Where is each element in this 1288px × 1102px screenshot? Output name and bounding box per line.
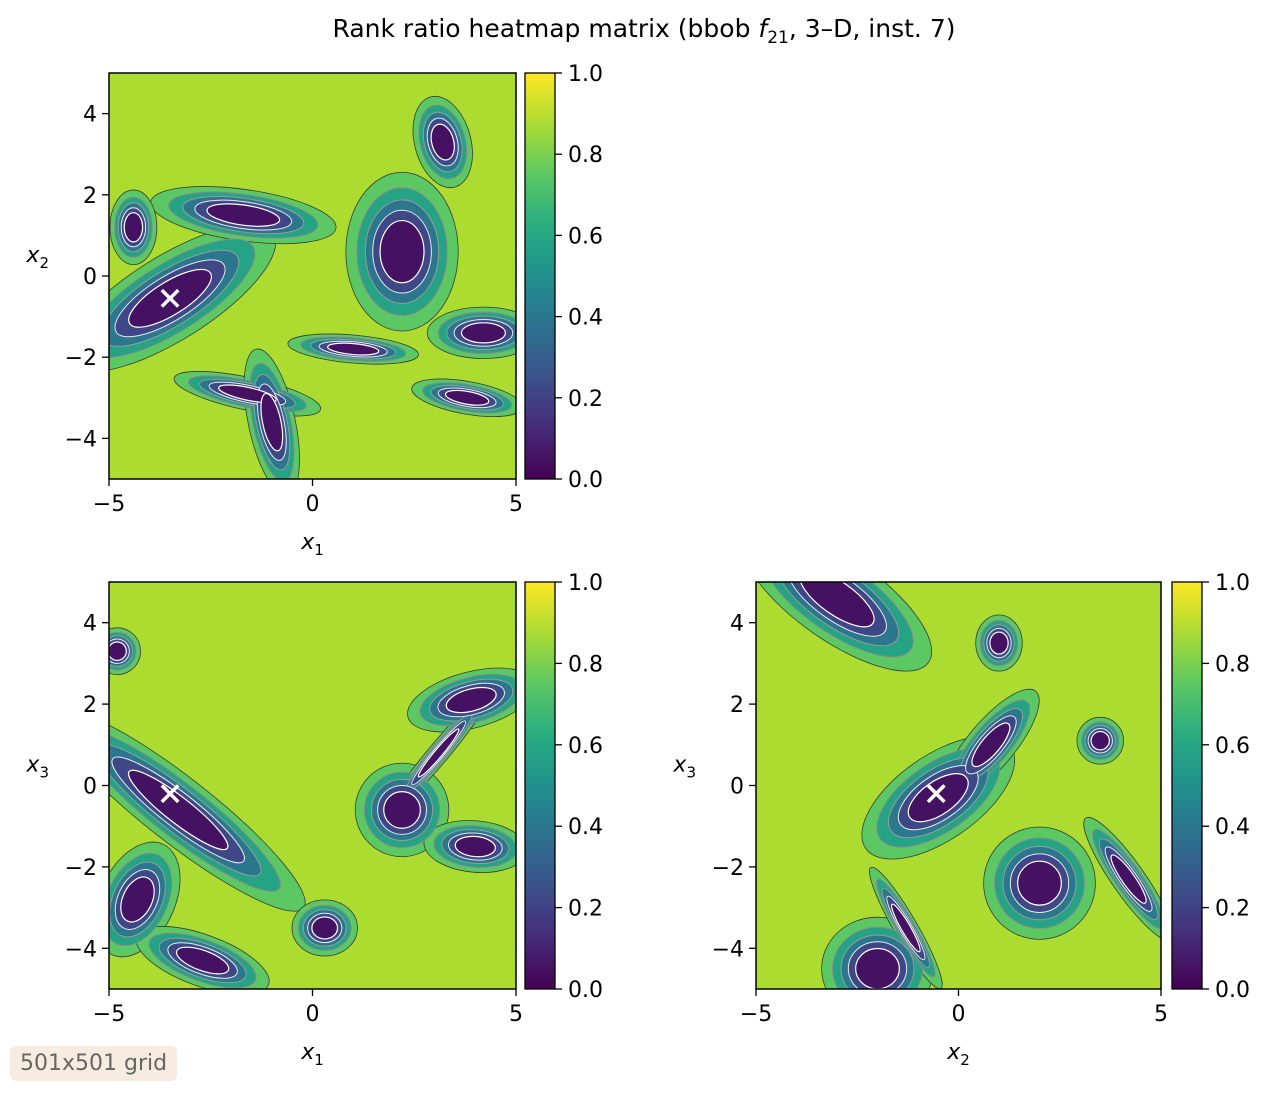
x-tick-label: −5 bbox=[93, 492, 125, 517]
x-tick-label: 0 bbox=[952, 1002, 966, 1027]
basin-8-level-4 bbox=[311, 916, 339, 940]
y-tick-label: 0 bbox=[83, 265, 97, 290]
x-tick-label: 5 bbox=[509, 492, 523, 517]
basin-6-level-4 bbox=[327, 342, 380, 356]
y-axis-label: x3 bbox=[25, 753, 49, 782]
colorbar-gradient bbox=[524, 72, 556, 480]
x-tick-label: −5 bbox=[93, 1002, 125, 1027]
x-tick-label: 5 bbox=[509, 1002, 523, 1027]
colorbar-gradient bbox=[524, 581, 556, 990]
y-axis-label: x3 bbox=[672, 753, 696, 782]
colorbar-tick-label: 0.4 bbox=[568, 306, 603, 331]
optimum-marker bbox=[160, 288, 180, 308]
basin-4-level-4 bbox=[855, 947, 900, 989]
colorbar-tick-label: 1.0 bbox=[1215, 571, 1250, 596]
colorbar-tick-label: 0.2 bbox=[568, 387, 603, 412]
basin-4-level-4 bbox=[454, 835, 496, 858]
basin-3-level-4 bbox=[417, 728, 460, 778]
y-tick-label: −2 bbox=[65, 346, 97, 371]
colorbar-tick-label: 0.2 bbox=[568, 897, 603, 922]
y-tick-label: −4 bbox=[712, 937, 744, 962]
basin-2-level-4 bbox=[123, 212, 144, 243]
basin-1-level-4 bbox=[971, 722, 1011, 768]
y-tick-label: −2 bbox=[65, 856, 97, 881]
basin-2-level-4 bbox=[799, 582, 875, 628]
basin-6-level-4 bbox=[1110, 854, 1147, 904]
x-tick-label: 0 bbox=[306, 492, 320, 517]
heatmap-area bbox=[109, 582, 516, 989]
basin-1-level-4 bbox=[383, 791, 421, 829]
x-tick-label: 0 bbox=[306, 1002, 320, 1027]
title-suffix: , 3–D, inst. 7) bbox=[788, 14, 956, 43]
colorbar-tick-label: 1.0 bbox=[568, 571, 603, 596]
colorbar: 0.0 0.2 0.4 0.6 0.8 1.0 bbox=[524, 62, 603, 493]
colorbar-tick-label: 0.4 bbox=[568, 815, 603, 840]
basin-3-level-4 bbox=[379, 219, 425, 284]
y-tick-label: −2 bbox=[712, 856, 744, 881]
basin-5-level-4 bbox=[460, 322, 507, 344]
heatmap-panel-x1-x3: −5 0 5 −4 −2 0 2 4 x1 x3 0.0 0.2 0.4 0.6 0.8 1.0 bbox=[25, 571, 603, 1069]
basin-7-level-4 bbox=[989, 631, 1009, 655]
heatmap-area bbox=[756, 582, 1161, 989]
basin-1-level-4 bbox=[206, 203, 281, 227]
x-axis-label: x2 bbox=[946, 1040, 970, 1069]
y-tick-label: 2 bbox=[730, 693, 744, 718]
figure-title: Rank ratio heatmap matrix (bbob f21, 3–D… bbox=[0, 14, 1288, 48]
colorbar-tick-label: 0.0 bbox=[1215, 978, 1250, 1003]
basin-7-level-4 bbox=[109, 641, 127, 661]
x-axis-label: x1 bbox=[300, 530, 324, 559]
y-tick-label: 4 bbox=[83, 103, 97, 128]
title-prefix: Rank ratio heatmap matrix (bbob bbox=[332, 14, 759, 43]
grid-size-badge: 501x501 grid bbox=[10, 1046, 178, 1081]
y-tick-label: 4 bbox=[730, 612, 744, 637]
colorbar-tick-label: 0.4 bbox=[1215, 815, 1250, 840]
basin-0-level-4 bbox=[127, 769, 229, 851]
colorbar-tick-label: 1.0 bbox=[568, 62, 603, 87]
title-function-symbol: f bbox=[758, 14, 768, 43]
basin-6-level-4 bbox=[175, 946, 230, 975]
basin-9-level-4 bbox=[444, 389, 490, 406]
heatmap-panel-x2-x3: −5 0 5 −4 −2 0 2 4 x2 x3 0.0 0.2 0.4 0.6 0.8 1.0 bbox=[672, 571, 1250, 1069]
heatmap-area bbox=[109, 73, 516, 479]
y-tick-label: −4 bbox=[65, 427, 97, 452]
colorbar-tick-label: 0.8 bbox=[1215, 652, 1250, 677]
basin-2-level-4 bbox=[445, 686, 497, 714]
basin-5-level-4 bbox=[120, 876, 155, 923]
y-tick-label: 2 bbox=[83, 184, 97, 209]
x-tick-label: 5 bbox=[1154, 1002, 1168, 1027]
title-function-subscript: 21 bbox=[767, 28, 789, 48]
basin-8-level-4 bbox=[1090, 730, 1110, 751]
optimum-marker bbox=[926, 784, 946, 804]
x-tick-label: −5 bbox=[740, 1002, 772, 1027]
colorbar-tick-label: 0.6 bbox=[568, 224, 603, 249]
y-tick-label: −4 bbox=[65, 937, 97, 962]
colorbar-tick-label: 0.6 bbox=[1215, 734, 1250, 759]
heatmap-panel-x1-x2: −5 0 5 −4 −2 0 2 4 x1 x2 0.0 0.2 0.4 0.6 0.8 1.0 bbox=[25, 62, 603, 559]
colorbar-gradient bbox=[1171, 581, 1203, 990]
y-tick-label: 0 bbox=[730, 775, 744, 800]
colorbar: 0.0 0.2 0.4 0.6 0.8 1.0 bbox=[1171, 571, 1250, 1003]
colorbar: 0.0 0.2 0.4 0.6 0.8 1.0 bbox=[524, 571, 603, 1003]
basin-5-level-4 bbox=[891, 903, 921, 953]
optimum-marker bbox=[160, 784, 180, 804]
y-axis-label: x2 bbox=[25, 243, 49, 272]
colorbar-tick-label: 0.6 bbox=[568, 734, 603, 759]
basin-8-level-4 bbox=[260, 392, 284, 452]
y-tick-label: 4 bbox=[83, 612, 97, 637]
basin-3-level-4 bbox=[1017, 860, 1062, 906]
colorbar-tick-label: 0.0 bbox=[568, 978, 603, 1003]
colorbar-tick-label: 0.2 bbox=[1215, 897, 1250, 922]
x-axis-label: x1 bbox=[300, 1040, 324, 1069]
colorbar-tick-label: 0.8 bbox=[568, 652, 603, 677]
colorbar-tick-label: 0.0 bbox=[568, 468, 603, 493]
colorbar-tick-label: 0.8 bbox=[568, 143, 603, 168]
y-tick-label: 2 bbox=[83, 693, 97, 718]
y-tick-label: 0 bbox=[83, 775, 97, 800]
basin-4-level-4 bbox=[430, 123, 455, 161]
